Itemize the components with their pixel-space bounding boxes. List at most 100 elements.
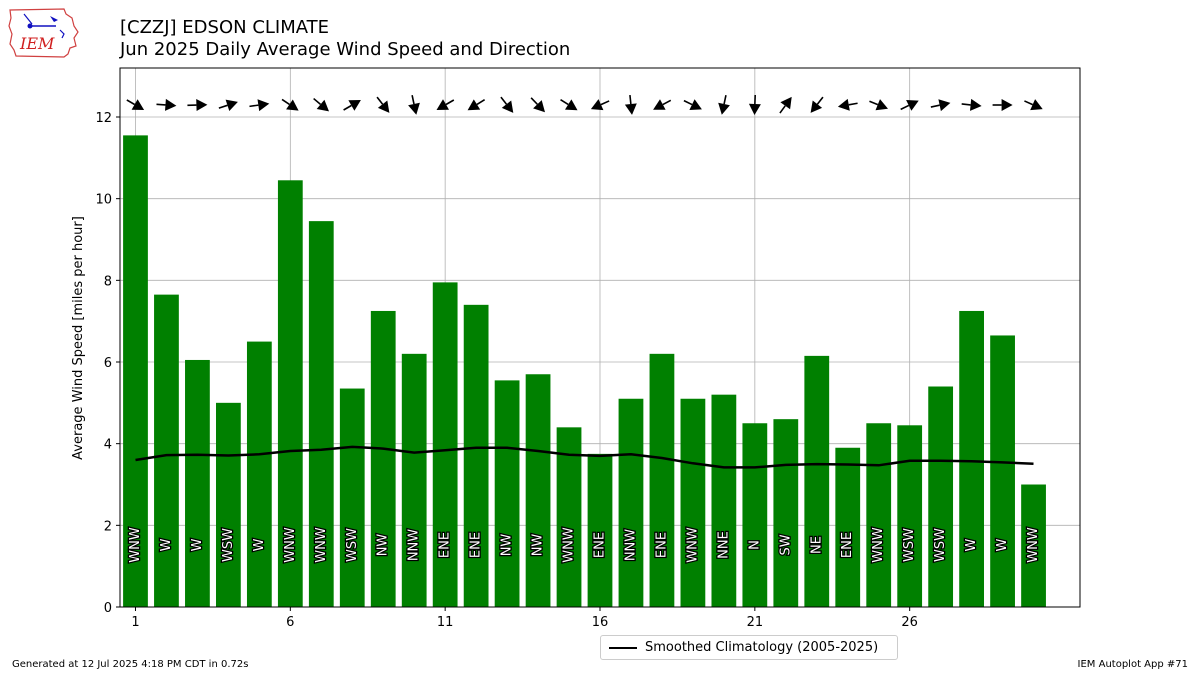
bar-day-21 [742,423,768,607]
climatology-line-group [135,445,1034,469]
x-tick-label: 21 [747,615,764,630]
x-tick-label: 16 [592,615,609,630]
y-tick-label: 6 [104,356,112,371]
direction-label: NNW [407,529,422,561]
wind-arrow [624,94,637,115]
bar-day-4 [216,402,241,607]
generated-timestamp: Generated at 12 Jul 2025 4:18 PM CDT in … [12,659,249,670]
bar-day-24 [835,447,861,607]
x-tick-label: 1 [131,615,139,630]
direction-label: SW [778,534,793,555]
legend-line-swatch [609,646,637,649]
direction-label: WNW [314,527,329,563]
bar-day-17 [618,398,644,607]
x-tick-label: 26 [901,615,918,630]
direction-label: NW [376,534,391,557]
direction-label: W [995,538,1010,551]
bar-day-12 [463,304,489,607]
wind-arrow [156,98,177,111]
direction-label: WNW [283,527,298,563]
direction-label: WSW [902,528,917,562]
wind-arrow [408,95,420,115]
y-tick-label: 4 [104,438,112,453]
bar-day-9 [370,310,396,607]
direction-label: ENE [654,532,669,558]
direction-label: WNW [562,527,577,563]
y-tick-label: 0 [104,601,112,616]
direction-label: NNW [623,529,638,561]
wind-arrow [653,99,672,110]
bar-day-23 [804,355,830,607]
direction-label: WSW [933,528,948,562]
y-tick-label: 2 [104,519,112,534]
wind-arrow [343,100,361,111]
bar-day-14 [525,374,551,607]
wind-arrow [187,99,208,111]
bar-day-19 [680,398,706,607]
direction-label: WSW [345,528,360,562]
wind-arrow [376,96,390,113]
bar-day-28 [959,310,984,607]
legend-label: Smoothed Climatology (2005-2025) [645,640,879,655]
direction-label: NW [531,534,546,557]
wind-arrow [837,98,858,111]
direction-label: N [747,540,762,550]
bar-day-27 [928,386,954,607]
bar-day-15 [556,427,582,607]
y-tick-label: 8 [104,274,112,289]
bar-day-10 [401,353,427,607]
x-tick-label: 6 [286,615,294,630]
bar-day-2 [154,294,179,607]
wind-arrow [560,99,578,111]
wind-arrow [126,99,145,110]
wind-arrow [1024,99,1043,111]
direction-label: W [964,538,979,551]
wind-arrow [718,95,730,115]
direction-label: WSW [221,528,236,562]
iem-logo: IEM [8,8,79,58]
wind-arrow [218,99,238,111]
chart-title-station: [CZZJ] EDSON CLIMATE [120,17,330,38]
direction-label: ENE [438,532,453,558]
direction-labels: WNW W W WSW W WNW WNW WSW NW NNW ENE ENE NW NW WNW ENE N… [127,526,1043,564]
bar-day-11 [432,282,458,607]
direction-label: NW [500,534,515,557]
wind-arrow [748,94,761,115]
direction-label: WNW [128,527,143,563]
wind-arrow [313,97,329,112]
y-tick-label: 12 [95,111,112,126]
climatology-line [135,445,1034,469]
direction-label: ENE [469,532,484,558]
bar-day-29 [990,335,1015,607]
bar-day-13 [494,380,520,607]
bar-day-1 [123,135,148,607]
direction-label: ENE [593,532,608,558]
bar-day-30 [1021,484,1046,607]
direction-label: W [252,538,267,551]
direction-label: WNW [871,527,886,563]
wind-arrows [126,94,1043,115]
wind-arrow [961,98,982,111]
direction-label: WNW [685,527,700,563]
x-tick-label: 11 [437,615,454,630]
bar-day-5 [246,341,272,607]
wind-arrow [869,99,888,111]
bar-day-25 [866,423,892,607]
bar-day-7 [308,221,334,607]
wind-arrow [281,98,299,111]
legend: Smoothed Climatology (2005-2025) [600,635,898,660]
wind-arrow [436,99,455,110]
wind-arrow [930,99,951,112]
wind-arrow [779,96,792,114]
wind-arrow [590,99,610,111]
direction-label: W [190,538,205,551]
bar-day-18 [649,353,675,607]
bar-day-16 [587,453,613,607]
wind-arrow [900,100,919,111]
bar-day-8 [339,388,365,607]
bar-day-3 [185,359,210,607]
wind-arrow [810,96,824,113]
direction-label: NNE [716,531,731,559]
